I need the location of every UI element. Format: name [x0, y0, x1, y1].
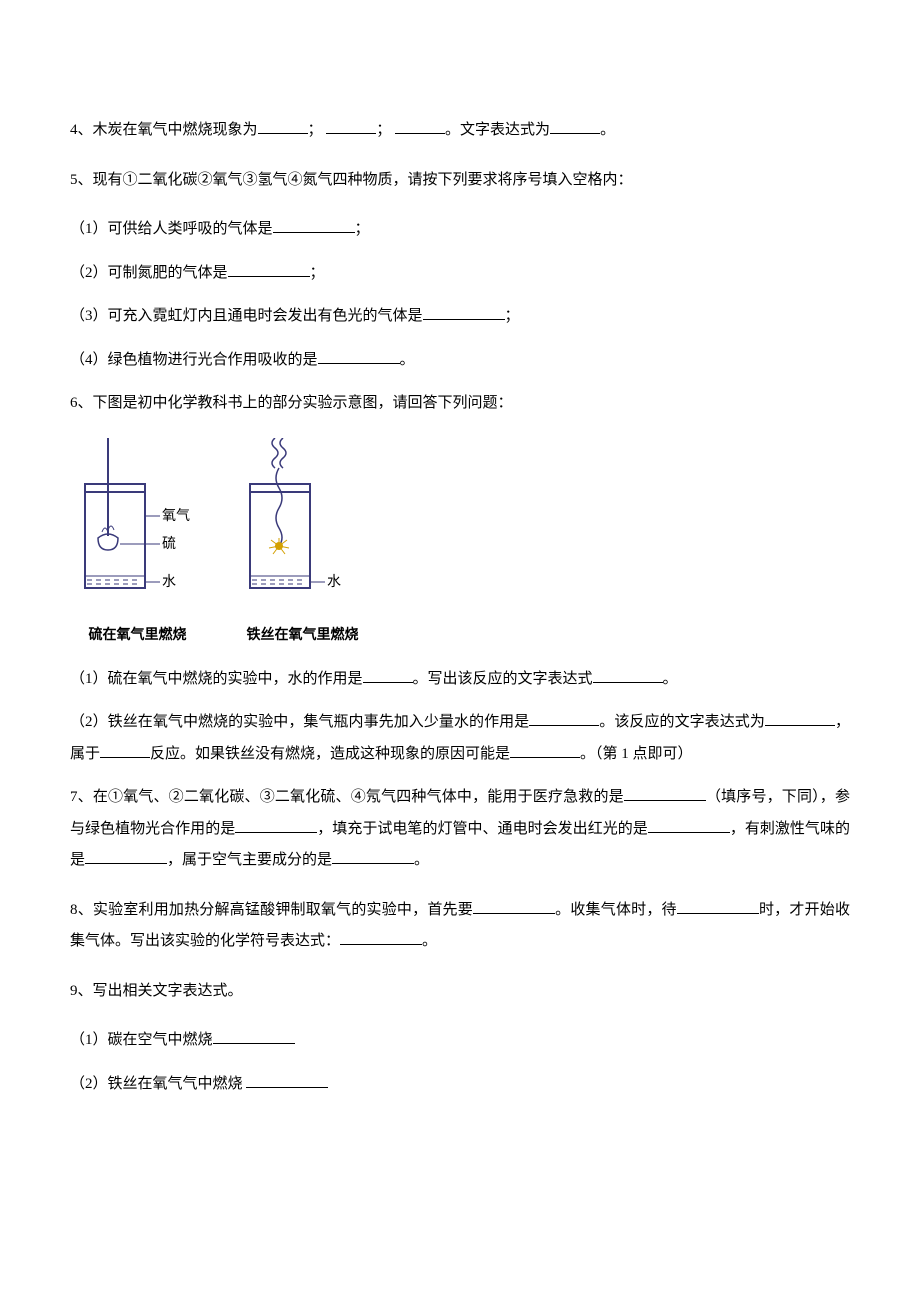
- blank: [235, 817, 317, 833]
- blank: [213, 1028, 295, 1044]
- blank: [510, 742, 580, 758]
- question-4: 4、木炭在氧气中燃烧现象为； ； 。文字表达式为。: [70, 115, 850, 147]
- blank: [395, 118, 445, 134]
- blank: [648, 817, 730, 833]
- label-water2: 水: [327, 574, 341, 590]
- blank: [332, 848, 414, 864]
- blank: [529, 710, 599, 726]
- q9-sub1: （1）碳在空气中燃烧: [70, 1025, 850, 1057]
- q5-sub1: （1）可供给人类呼吸的气体是；: [70, 214, 850, 246]
- question-7: 7、在①氧气、②二氧化碳、③二氧化硫、④氖气四种气体中，能用于医疗急救的是（填序…: [70, 782, 850, 877]
- blank: [765, 710, 835, 726]
- blank: [473, 898, 555, 914]
- question-9-stem: 9、写出相关文字表达式。: [70, 976, 850, 1008]
- q6-sub2: （2）铁丝在氧气中燃烧的实验中，集气瓶内事先加入少量水的作用是。该反应的文字表达…: [70, 707, 850, 770]
- blank: [423, 304, 505, 320]
- caption-sulfur: 硫在氧气里燃烧: [70, 624, 205, 644]
- question-8: 8、实验室利用加热分解高锰酸钾制取氧气的实验中，首先要。收集气体时，待时，才开始…: [70, 895, 850, 958]
- blank: [318, 348, 400, 364]
- q5-sub3: （3）可充入霓虹灯内且通电时会发出有色光的气体是；: [70, 301, 850, 333]
- blank: [85, 848, 167, 864]
- diagram-sulfur: 氧气 硫 水 硫在氧气里燃烧: [70, 438, 205, 644]
- q5-sub4: （4）绿色植物进行光合作用吸收的是。: [70, 345, 850, 377]
- blank: [273, 217, 355, 233]
- blank: [100, 742, 150, 758]
- blank: [624, 785, 706, 801]
- blank: [340, 929, 422, 945]
- diagram-iron: 水 铁丝在氧气里燃烧: [235, 438, 370, 644]
- label-oxygen: 氧气: [162, 508, 190, 524]
- q9-sub2: （2）铁丝在氧气气中燃烧: [70, 1069, 850, 1101]
- blank: [258, 118, 308, 134]
- q5-sub2: （2）可制氮肥的气体是；: [70, 258, 850, 290]
- label-water1: 水: [162, 574, 176, 590]
- question-5-stem: 5、现有①二氧化碳②氧气③氢气④氮气四种物质，请按下列要求将序号填入空格内：: [70, 165, 850, 197]
- blank: [246, 1072, 328, 1088]
- blank: [550, 118, 600, 134]
- question-6-stem: 6、下图是初中化学教科书上的部分实验示意图，请回答下列问题：: [70, 388, 850, 420]
- blank: [363, 667, 413, 683]
- blank: [677, 898, 759, 914]
- blank: [593, 667, 663, 683]
- diagram-row: 氧气 硫 水 硫在氧气里燃烧: [70, 438, 850, 644]
- q6-sub1: （1）硫在氧气中燃烧的实验中，水的作用是。写出该反应的文字表达式。: [70, 664, 850, 696]
- q4-text: 4、木炭在氧气中燃烧现象为: [70, 122, 258, 138]
- iron-burning-svg: 水: [235, 438, 370, 613]
- sulfur-burning-svg: 氧气 硫 水: [70, 438, 205, 613]
- caption-iron: 铁丝在氧气里燃烧: [235, 624, 370, 644]
- blank: [326, 118, 376, 134]
- label-sulfur: 硫: [162, 536, 176, 552]
- blank: [228, 261, 310, 277]
